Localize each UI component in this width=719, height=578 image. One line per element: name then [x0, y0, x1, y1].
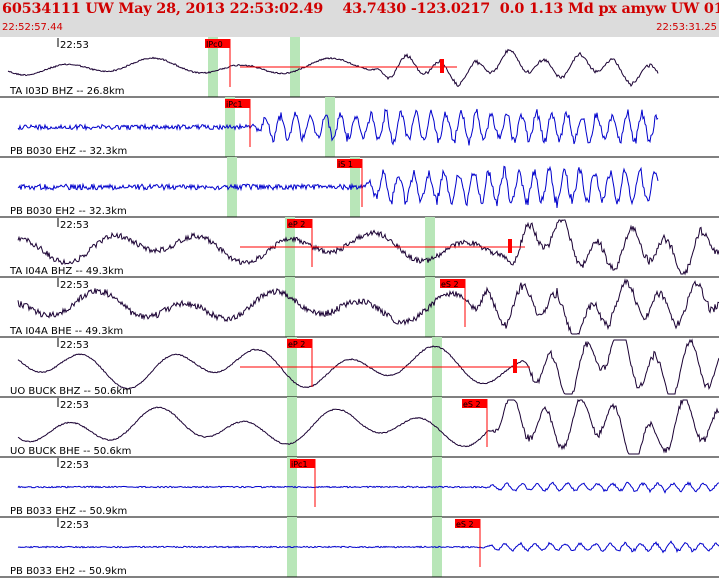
pick-label: eS 2: [441, 280, 459, 289]
station-label: PB B030 EH2 -- 32.3km: [10, 206, 127, 217]
trace-panel[interactable]: IPc0 22:53 TA I03D BHZ -- 26.8km iPc1 PB B03…: [0, 37, 719, 578]
pick-flag[interactable]: [290, 459, 315, 468]
trace-row[interactable]: iPc1 PB B030 EHZ -- 32.3km: [0, 97, 719, 158]
trace-row[interactable]: IPc0 22:53 TA I03D BHZ -- 26.8km: [0, 37, 719, 98]
pick-flag[interactable]: [225, 99, 250, 108]
amplitude-pick[interactable]: [513, 359, 517, 373]
time-tick-label: 22:53: [60, 460, 89, 471]
pick-flag[interactable]: [455, 519, 480, 528]
event-header: 60534111 UW May 28, 2013 22:53:02.49 43.…: [0, 0, 719, 37]
pick-label: iPc1: [226, 100, 243, 109]
pick-flag[interactable]: [337, 159, 362, 168]
time-tick-label: 22:53: [60, 400, 89, 411]
waveform: [17, 278, 719, 335]
pick-label: iPc1: [291, 460, 308, 469]
waveform: [17, 540, 719, 554]
pick-flag[interactable]: [440, 279, 465, 288]
time-tick-label: 22:53: [60, 520, 89, 531]
waveform: [17, 481, 719, 494]
trace-row[interactable]: iPc1 22:53 PB B033 EHZ -- 50.9km: [0, 457, 719, 518]
time-start: 22:52:57.44: [2, 22, 63, 33]
trace-row[interactable]: eS 2 22:53 TA I04A BHE -- 49.3km: [0, 277, 719, 338]
waveform: [17, 108, 659, 146]
time-tick-label: 22:53: [60, 220, 89, 231]
trace-row[interactable]: eP 2 22:53 TA I04A BHZ -- 49.3km: [0, 217, 719, 278]
station-label: TA I04A BHZ -- 49.3km: [9, 266, 124, 277]
theoretical-arrival-marker: [208, 37, 218, 97]
pick-label: eP 2: [288, 340, 305, 349]
amplitude-pick[interactable]: [440, 59, 444, 73]
station-label: PB B033 EH2 -- 50.9km: [10, 566, 127, 577]
pick-label: iS 1: [338, 160, 353, 169]
theoretical-arrival-marker: [225, 97, 235, 157]
pick-label: eS 2: [456, 520, 474, 529]
pick-flag[interactable]: [205, 39, 230, 48]
time-tick-label: 22:53: [60, 340, 89, 351]
time-tick-label: 22:53: [60, 280, 89, 291]
station-label: PB B033 EHZ -- 50.9km: [10, 506, 127, 517]
waveform: [17, 165, 659, 209]
pick-flag[interactable]: [462, 399, 487, 408]
pick-label: IPc0: [206, 40, 223, 49]
amplitude-pick[interactable]: [508, 239, 512, 253]
pick-label: eS 2: [463, 400, 481, 409]
event-title: 60534111 UW May 28, 2013 22:53:02.49 43.…: [2, 0, 719, 17]
trace-row[interactable]: eS 2 22:53 UO BUCK BHE -- 50.6km: [0, 397, 719, 458]
station-label: UO BUCK BHZ -- 50.6km: [10, 386, 132, 397]
station-label: UO BUCK BHE -- 50.6km: [10, 446, 131, 457]
time-end: 22:53:31.25: [656, 22, 717, 33]
time-tick-label: 22:53: [60, 40, 89, 51]
trace-row[interactable]: iS 1 PB B030 EH2 -- 32.3km: [0, 157, 719, 218]
pick-flag[interactable]: [287, 219, 312, 228]
station-label: TA I04A BHE -- 49.3km: [9, 326, 123, 337]
pick-flag[interactable]: [287, 339, 312, 348]
trace-row[interactable]: eP 2 22:53 UO BUCK BHZ -- 50.6km: [0, 337, 719, 398]
station-label: PB B030 EHZ -- 32.3km: [10, 146, 127, 157]
pick-label: eP 2: [288, 220, 305, 229]
station-label: TA I03D BHZ -- 26.8km: [9, 86, 125, 97]
theoretical-arrival-marker: [287, 397, 297, 457]
waveform: [17, 219, 719, 276]
theoretical-arrival-marker: [285, 277, 295, 337]
waveform: [7, 48, 659, 88]
waveform: [17, 398, 719, 455]
trace-row[interactable]: eS 2 22:53 PB B033 EH2 -- 50.9km: [0, 517, 719, 578]
theoretical-arrival-marker: [425, 277, 435, 337]
